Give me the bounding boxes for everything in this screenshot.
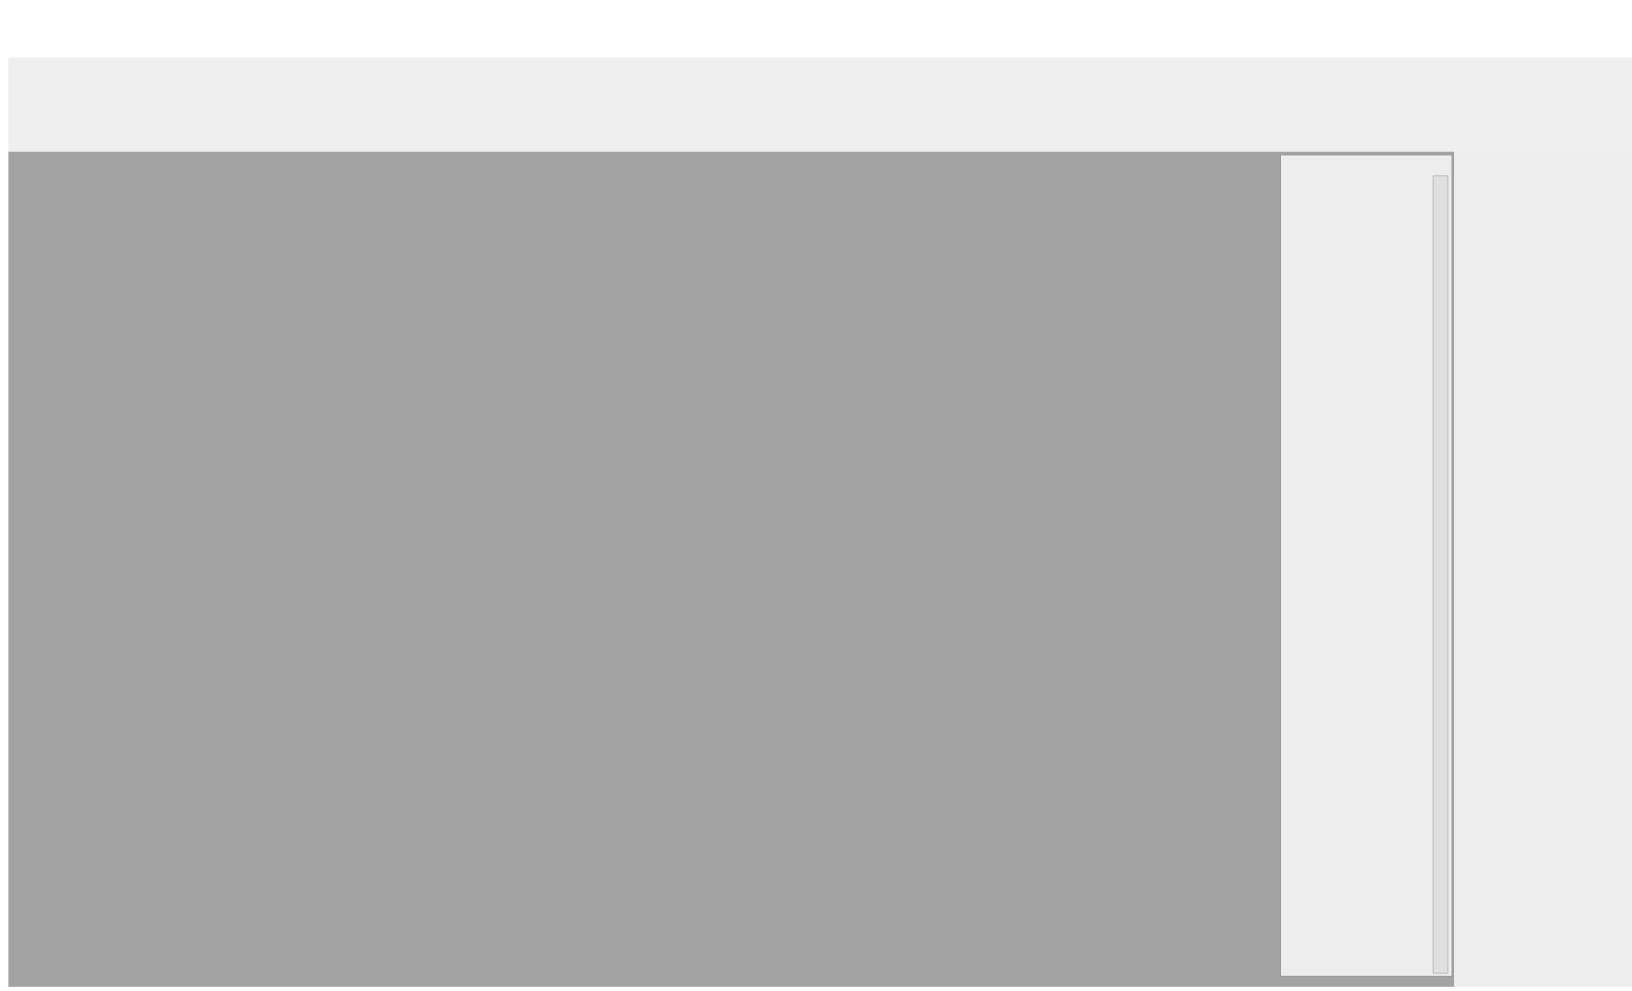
filter-dock [1279, 154, 1453, 977]
scrollbar[interactable] [1432, 175, 1449, 974]
toolbar-area [8, 57, 1632, 152]
view-dock [1454, 151, 1632, 987]
mdi-area [8, 151, 1455, 987]
